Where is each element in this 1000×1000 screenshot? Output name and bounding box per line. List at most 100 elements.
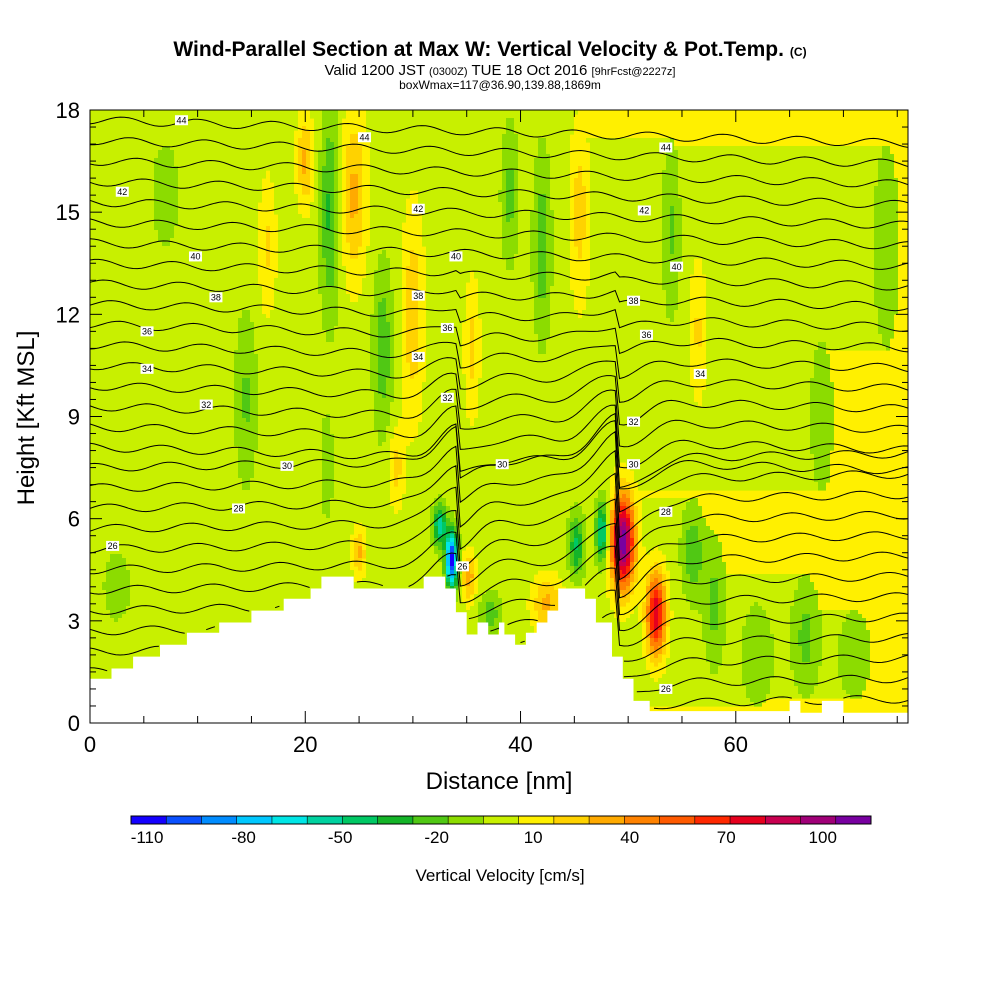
velocity-cell [370, 150, 502, 155]
velocity-cell [362, 550, 366, 555]
velocity-cell [322, 222, 326, 227]
velocity-cell [518, 234, 530, 239]
velocity-cell [754, 702, 762, 707]
velocity-cell [318, 218, 322, 223]
velocity-cell [330, 498, 390, 503]
velocity-cell [406, 322, 418, 327]
velocity-cell [822, 610, 850, 615]
velocity-cell [90, 562, 106, 567]
velocity-cell [570, 514, 586, 519]
velocity-cell [274, 298, 322, 303]
velocity-cell [706, 290, 874, 295]
velocity-cell [258, 390, 374, 395]
velocity-cell [330, 222, 334, 227]
velocity-cell [874, 226, 898, 231]
velocity-cell [654, 630, 658, 635]
velocity-cell [878, 182, 898, 187]
velocity-cell [662, 262, 678, 267]
velocity-cell [774, 634, 790, 639]
velocity-cell [90, 110, 298, 115]
velocity-cell [370, 358, 378, 363]
velocity-cell [726, 630, 742, 635]
velocity-cell [666, 294, 678, 299]
velocity-cell [614, 566, 618, 571]
velocity-cell [574, 570, 578, 575]
velocity-cell [506, 210, 514, 215]
velocity-cell [498, 610, 502, 615]
velocity-cell [130, 582, 442, 587]
velocity-cell [478, 402, 698, 407]
velocity-cell [90, 114, 298, 119]
velocity-cell [670, 226, 674, 231]
velocity-cell [574, 178, 582, 183]
velocity-cell [694, 326, 702, 331]
velocity-cell [538, 346, 546, 351]
velocity-cell [590, 158, 666, 163]
velocity-cell [874, 198, 898, 203]
velocity-cell [326, 198, 330, 203]
velocity-cell [350, 202, 358, 207]
velocity-cell [402, 502, 434, 507]
velocity-cell [90, 466, 238, 471]
velocity-cell [794, 674, 818, 679]
y-tick-label: 18 [56, 98, 80, 123]
velocity-cell [602, 510, 606, 515]
velocity-cell [590, 234, 662, 239]
velocity-cell [406, 266, 418, 271]
velocity-cell [338, 114, 346, 119]
velocity-cell [802, 654, 810, 659]
velocity-cell [702, 258, 874, 263]
velocity-cell [582, 310, 666, 315]
velocity-cell [502, 166, 518, 171]
velocity-cell [874, 302, 898, 307]
velocity-cell [530, 210, 538, 215]
velocity-cell [766, 614, 790, 619]
velocity-cell [334, 478, 390, 483]
velocity-cell [482, 354, 690, 359]
velocity-cell [538, 214, 546, 219]
velocity-cell [578, 526, 582, 531]
velocity-cell [710, 610, 718, 615]
velocity-cell [666, 162, 678, 167]
velocity-cell [878, 158, 894, 163]
velocity-cell [322, 466, 334, 471]
velocity-cell [670, 230, 674, 235]
velocity-cell [578, 502, 594, 507]
velocity-cell [430, 510, 434, 515]
velocity-cell [546, 282, 554, 287]
velocity-cell [650, 638, 654, 643]
velocity-cell [706, 342, 818, 347]
velocity-cell [426, 286, 466, 291]
velocity-cell [706, 382, 810, 387]
velocity-cell [430, 518, 434, 523]
velocity-cell [814, 458, 830, 463]
velocity-cell [426, 350, 462, 355]
velocity-cell [90, 586, 102, 591]
velocity-cell [346, 206, 350, 211]
velocity-cell [642, 502, 686, 507]
velocity-cell [238, 334, 254, 339]
velocity-cell [434, 538, 438, 543]
velocity-cell [90, 610, 110, 615]
velocity-cell [574, 182, 582, 187]
velocity-cell [334, 494, 390, 499]
velocity-cell [234, 426, 258, 431]
velocity-cell [630, 534, 634, 539]
velocity-cell [662, 198, 682, 203]
velocity-cell [258, 418, 322, 423]
velocity-cell [406, 450, 810, 455]
velocity-cell [634, 546, 638, 551]
velocity-cell [346, 170, 362, 175]
velocity-cell [674, 314, 690, 319]
velocity-cell [702, 402, 810, 407]
velocity-cell [326, 266, 334, 271]
velocity-cell [242, 398, 250, 403]
velocity-cell [726, 626, 742, 631]
velocity-cell [234, 370, 258, 375]
velocity-cell [790, 634, 798, 639]
velocity-cell [626, 554, 630, 559]
velocity-cell [322, 242, 334, 247]
velocity-cell [630, 614, 638, 619]
velocity-cell [90, 454, 238, 459]
velocity-cell [746, 690, 770, 695]
